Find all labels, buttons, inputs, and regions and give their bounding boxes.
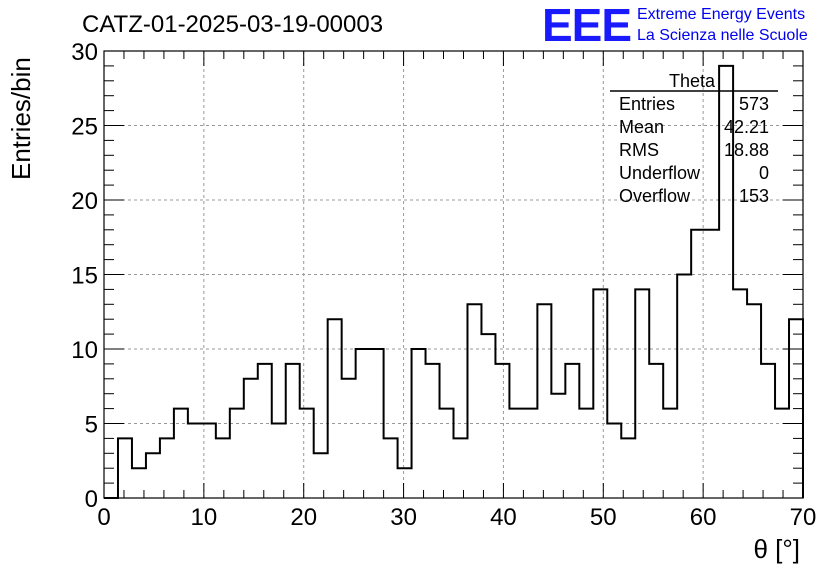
org-line-2: La Scienza nelle Scuole bbox=[637, 27, 808, 44]
y-tick-label: 5 bbox=[85, 412, 98, 439]
x-tick-label: 40 bbox=[490, 504, 517, 531]
stats-name: Theta bbox=[669, 71, 716, 91]
chart-title: CATZ-01-2025-03-19-00003 bbox=[82, 11, 383, 38]
y-axis-label: Entries/bin bbox=[6, 57, 36, 180]
x-tick-label: 10 bbox=[191, 504, 218, 531]
stats-rows: Entries 573 Mean 42.21 RMS 18.88 Underflow 0 Ove… bbox=[619, 94, 769, 206]
y-tick-label: 10 bbox=[71, 337, 98, 364]
stats-value: 153 bbox=[739, 186, 769, 206]
x-tick-labels: 0 10 20 30 40 50 60 70 bbox=[97, 504, 816, 531]
y-tick-label: 25 bbox=[71, 114, 98, 141]
x-tick-label: 50 bbox=[590, 504, 617, 531]
axis-ticks bbox=[103, 50, 804, 499]
org-line-1: Extreme Energy Events bbox=[637, 6, 805, 23]
stats-label: Mean bbox=[619, 117, 664, 137]
y-tick-label: 15 bbox=[71, 263, 98, 290]
y-tick-labels: 0 5 10 15 20 25 30 bbox=[71, 39, 98, 513]
stats-value: 0 bbox=[759, 163, 769, 183]
x-tick-label: 70 bbox=[790, 504, 817, 531]
stats-value: 42.21 bbox=[724, 117, 769, 137]
x-tick-label: 60 bbox=[690, 504, 717, 531]
y-tick-label: 0 bbox=[85, 486, 98, 513]
x-tick-label: 20 bbox=[290, 504, 317, 531]
logo-letters: EEE bbox=[542, 0, 631, 51]
histogram-line bbox=[104, 64, 804, 499]
stats-box: Theta Entries 573 Mean 42.21 RMS 18.88 Underfl… bbox=[610, 71, 778, 206]
stats-value: 573 bbox=[739, 94, 769, 114]
stats-label: Entries bbox=[619, 94, 675, 114]
x-tick-label: 30 bbox=[390, 504, 417, 531]
stats-label: Underflow bbox=[619, 163, 701, 183]
x-tick-label: 0 bbox=[97, 504, 110, 531]
y-tick-label: 30 bbox=[71, 39, 98, 66]
stats-label: RMS bbox=[619, 140, 659, 160]
stats-label: Overflow bbox=[619, 186, 691, 206]
stats-value: 18.88 bbox=[724, 140, 769, 160]
y-tick-label: 20 bbox=[71, 188, 98, 215]
x-axis-label: θ [°] bbox=[753, 534, 800, 564]
